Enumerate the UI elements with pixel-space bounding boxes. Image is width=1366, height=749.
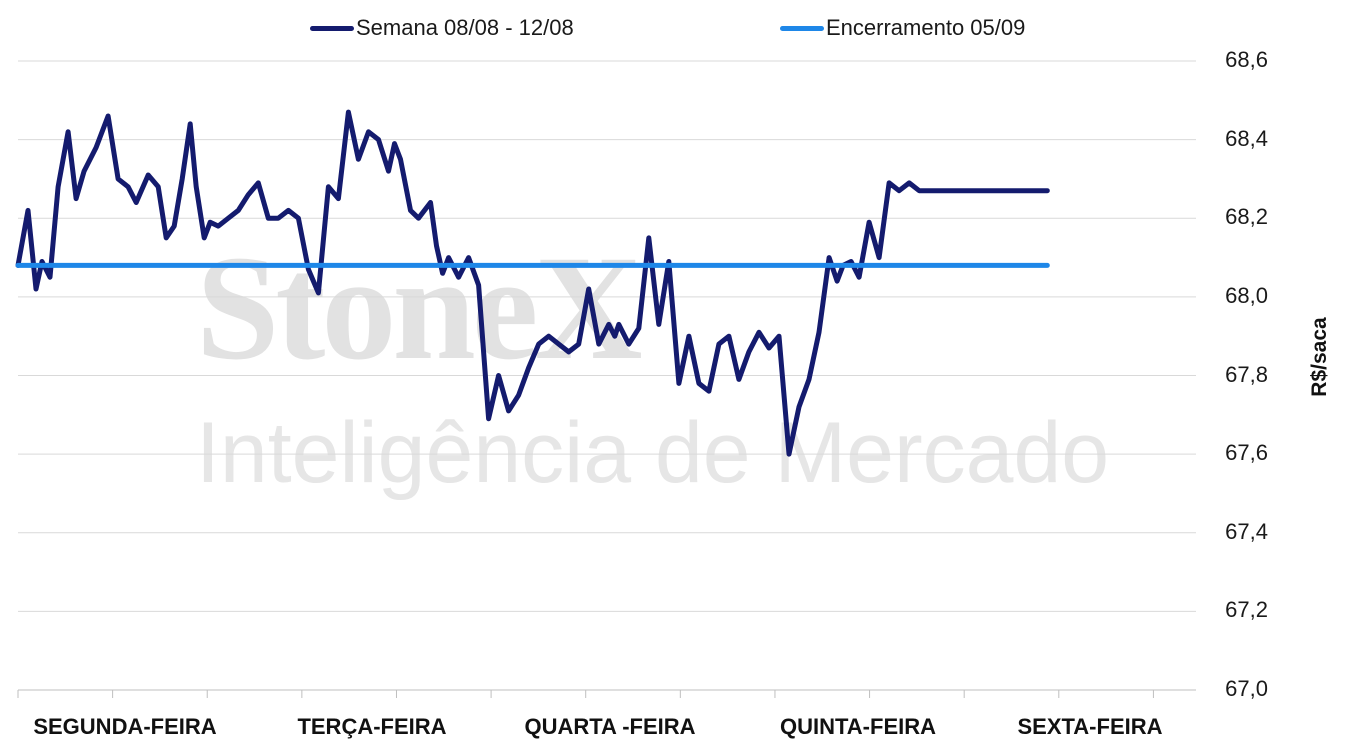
watermark-brand: StoneX	[196, 225, 643, 391]
x-category-label: SEXTA-FEIRA	[1017, 714, 1163, 739]
y-tick-label: 67,2	[1225, 597, 1268, 623]
y-tick-label: 67,8	[1225, 361, 1268, 387]
y-tick-label: 68,0	[1225, 282, 1268, 308]
y-tick-label: 68,2	[1225, 204, 1268, 230]
x-category-label: QUARTA -FEIRA	[524, 714, 696, 739]
x-category-label: QUINTA-FEIRA	[779, 714, 937, 739]
y-axis-title: R$/saca	[1308, 317, 1331, 397]
y-tick-label: 68,6	[1225, 47, 1268, 72]
legend-swatch-week	[310, 25, 354, 31]
legend-item-week: Semana 08/08 - 12/08	[310, 14, 574, 42]
x-category-label: TERÇA-FEIRA	[297, 714, 447, 739]
y-tick-label: 67,4	[1225, 518, 1268, 544]
series-line-week	[15, 109, 1050, 457]
legend-label-close: Encerramento 05/09	[826, 15, 1026, 40]
y-tick-label: 67,6	[1225, 440, 1268, 466]
legend-label-week: Semana 08/08 - 12/08	[356, 15, 574, 40]
legend-item-close: Encerramento 05/09	[780, 14, 1025, 42]
legend-swatch-close	[780, 25, 824, 31]
watermark-tagline: Inteligência de Mercado	[196, 405, 1110, 501]
y-tick-label: 67,0	[1225, 676, 1268, 701]
x-category-label: SEGUNDA-FEIRA	[33, 714, 217, 739]
y-tick-label: 68,4	[1225, 125, 1268, 151]
